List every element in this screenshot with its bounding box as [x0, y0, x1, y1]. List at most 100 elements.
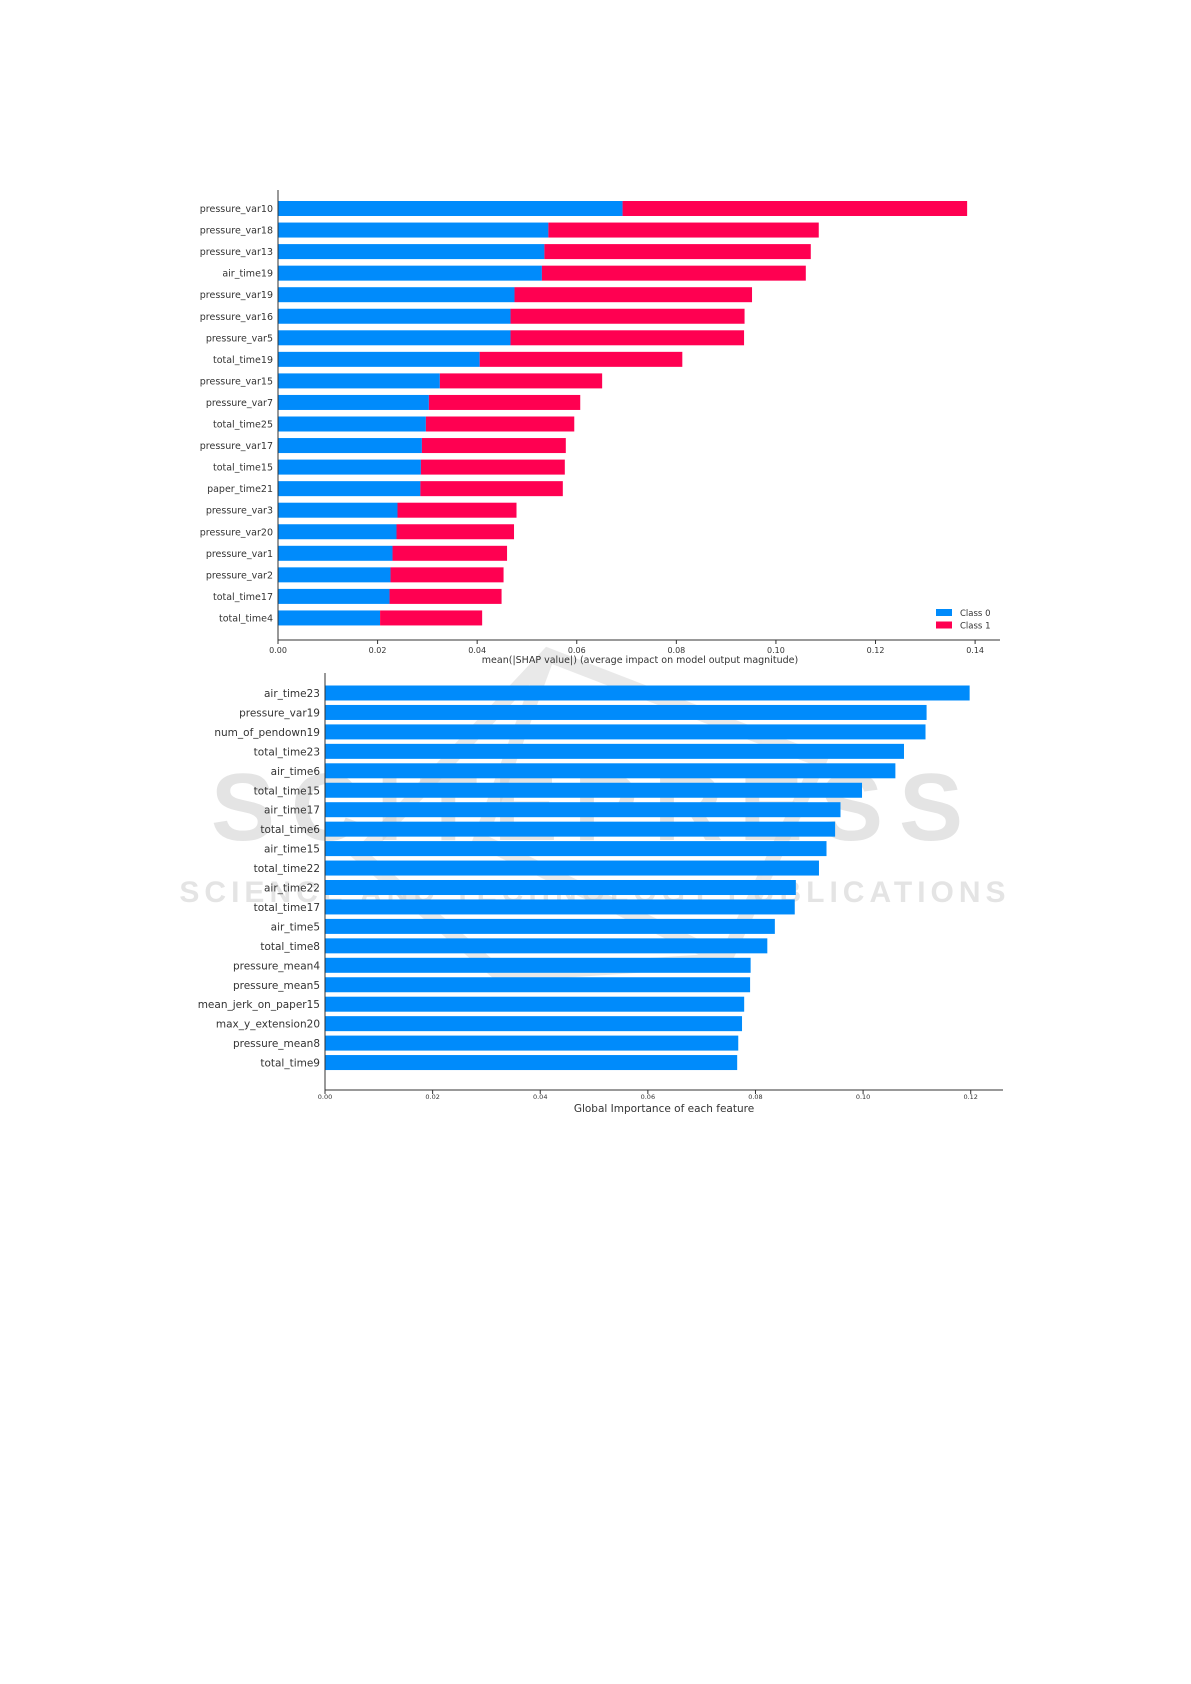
bar-class1: [544, 244, 811, 260]
legend-swatch-class1: [936, 621, 952, 629]
x-tick-label: 0.10: [856, 1093, 870, 1101]
x-axis-label: Global Importance of each feature: [574, 1103, 754, 1115]
bar-class1: [510, 330, 745, 346]
bar: [325, 763, 896, 779]
bar-class0: [278, 416, 426, 432]
bar-class0: [278, 481, 421, 497]
bar: [325, 899, 795, 915]
category-label: pressure_var2: [206, 570, 273, 581]
bar: [325, 1035, 739, 1051]
bar: [325, 1016, 743, 1032]
category-label: pressure_mean8: [233, 1038, 320, 1050]
legend-swatch-class0: [936, 609, 952, 616]
bar-class1: [479, 351, 683, 367]
legend-label: Class 1: [960, 622, 990, 632]
x-tick-label: 0.06: [568, 646, 586, 655]
category-label: total_time15: [254, 785, 320, 797]
category-label: total_time17: [254, 902, 320, 914]
x-tick-label: 0.00: [318, 1093, 332, 1101]
category-label: air_time23: [264, 688, 320, 700]
category-label: num_of_pendown19: [214, 727, 320, 739]
bar-class1: [389, 588, 502, 604]
bar: [325, 802, 841, 818]
bar: [325, 782, 863, 798]
x-tick-label: 0.08: [748, 1093, 762, 1101]
bar-class0: [278, 588, 390, 604]
bar: [325, 938, 768, 954]
bar: [325, 685, 970, 701]
category-label: pressure_var16: [200, 312, 273, 323]
bar-class0: [278, 287, 515, 303]
bar: [325, 977, 751, 993]
bar: [325, 821, 836, 837]
x-tick-label: 0.08: [667, 646, 685, 655]
category-label: pressure_var17: [200, 441, 273, 452]
bar: [325, 743, 904, 759]
bar: [325, 704, 927, 720]
bar-class0: [278, 222, 549, 238]
category-label: total_time19: [213, 355, 273, 366]
bar: [325, 957, 751, 973]
category-label: pressure_var10: [200, 204, 273, 215]
bar-class1: [396, 524, 515, 540]
bar: [325, 1055, 738, 1071]
bar-class1: [390, 567, 504, 583]
category-label: total_time8: [260, 941, 320, 953]
category-label: pressure_var1: [206, 549, 273, 560]
bar-class0: [278, 308, 511, 324]
category-label: total_time9: [260, 1058, 320, 1070]
bar-class1: [392, 545, 508, 561]
x-tick-label: 0.12: [867, 646, 885, 655]
x-tick-label: 0.06: [641, 1093, 655, 1101]
bar-class1: [428, 394, 581, 410]
bar-class1: [421, 438, 566, 454]
bar-class0: [278, 330, 511, 346]
category-label: pressure_var20: [200, 527, 273, 538]
category-label: pressure_var7: [206, 398, 273, 409]
bar: [325, 880, 796, 895]
category-label: pressure_var19: [200, 290, 273, 301]
bar-class0: [278, 567, 391, 583]
bar-class0: [278, 394, 429, 410]
x-tick-label: 0.04: [533, 1093, 547, 1101]
x-tick-label: 0.12: [963, 1093, 977, 1101]
x-axis-label: mean(|SHAP value|) (average impact on mo…: [482, 655, 798, 666]
bar-class0: [278, 438, 422, 454]
x-tick-label: 0.00: [269, 646, 287, 655]
bar-class1: [510, 308, 745, 324]
bar-class1: [397, 502, 517, 518]
category-label: pressure_var13: [200, 247, 273, 258]
bar-class0: [278, 244, 545, 260]
category-label: total_time23: [254, 746, 320, 758]
category-label: air_time22: [264, 883, 320, 895]
category-label: air_time6: [271, 766, 321, 778]
x-tick-label: 0.04: [468, 646, 486, 655]
legend-label: Class 0: [960, 609, 990, 619]
category-label: pressure_var19: [239, 707, 320, 719]
bar-class1: [548, 222, 819, 238]
category-label: pressure_var15: [200, 376, 273, 387]
bar-class0: [278, 351, 480, 367]
category-label: pressure_var5: [206, 333, 273, 344]
bar: [325, 841, 827, 857]
bar-class0: [278, 373, 440, 389]
category-label: air_time15: [264, 844, 320, 856]
category-label: total_time6: [260, 824, 320, 836]
category-label: pressure_mean4: [233, 960, 320, 972]
bar-class0: [278, 459, 421, 475]
category-label: total_time22: [254, 863, 320, 875]
bar-class0: [278, 545, 393, 561]
bar-class1: [622, 201, 968, 216]
bar-class0: [278, 201, 623, 216]
bar: [325, 860, 819, 876]
bar-class0: [278, 524, 397, 540]
bar: [325, 724, 926, 740]
category-label: total_time15: [213, 463, 273, 474]
bar-class1: [541, 265, 806, 281]
x-tick-label: 0.14: [966, 646, 984, 655]
category-label: air_time5: [271, 921, 320, 933]
bar-class0: [278, 502, 398, 518]
category-label: total_time25: [213, 420, 273, 431]
